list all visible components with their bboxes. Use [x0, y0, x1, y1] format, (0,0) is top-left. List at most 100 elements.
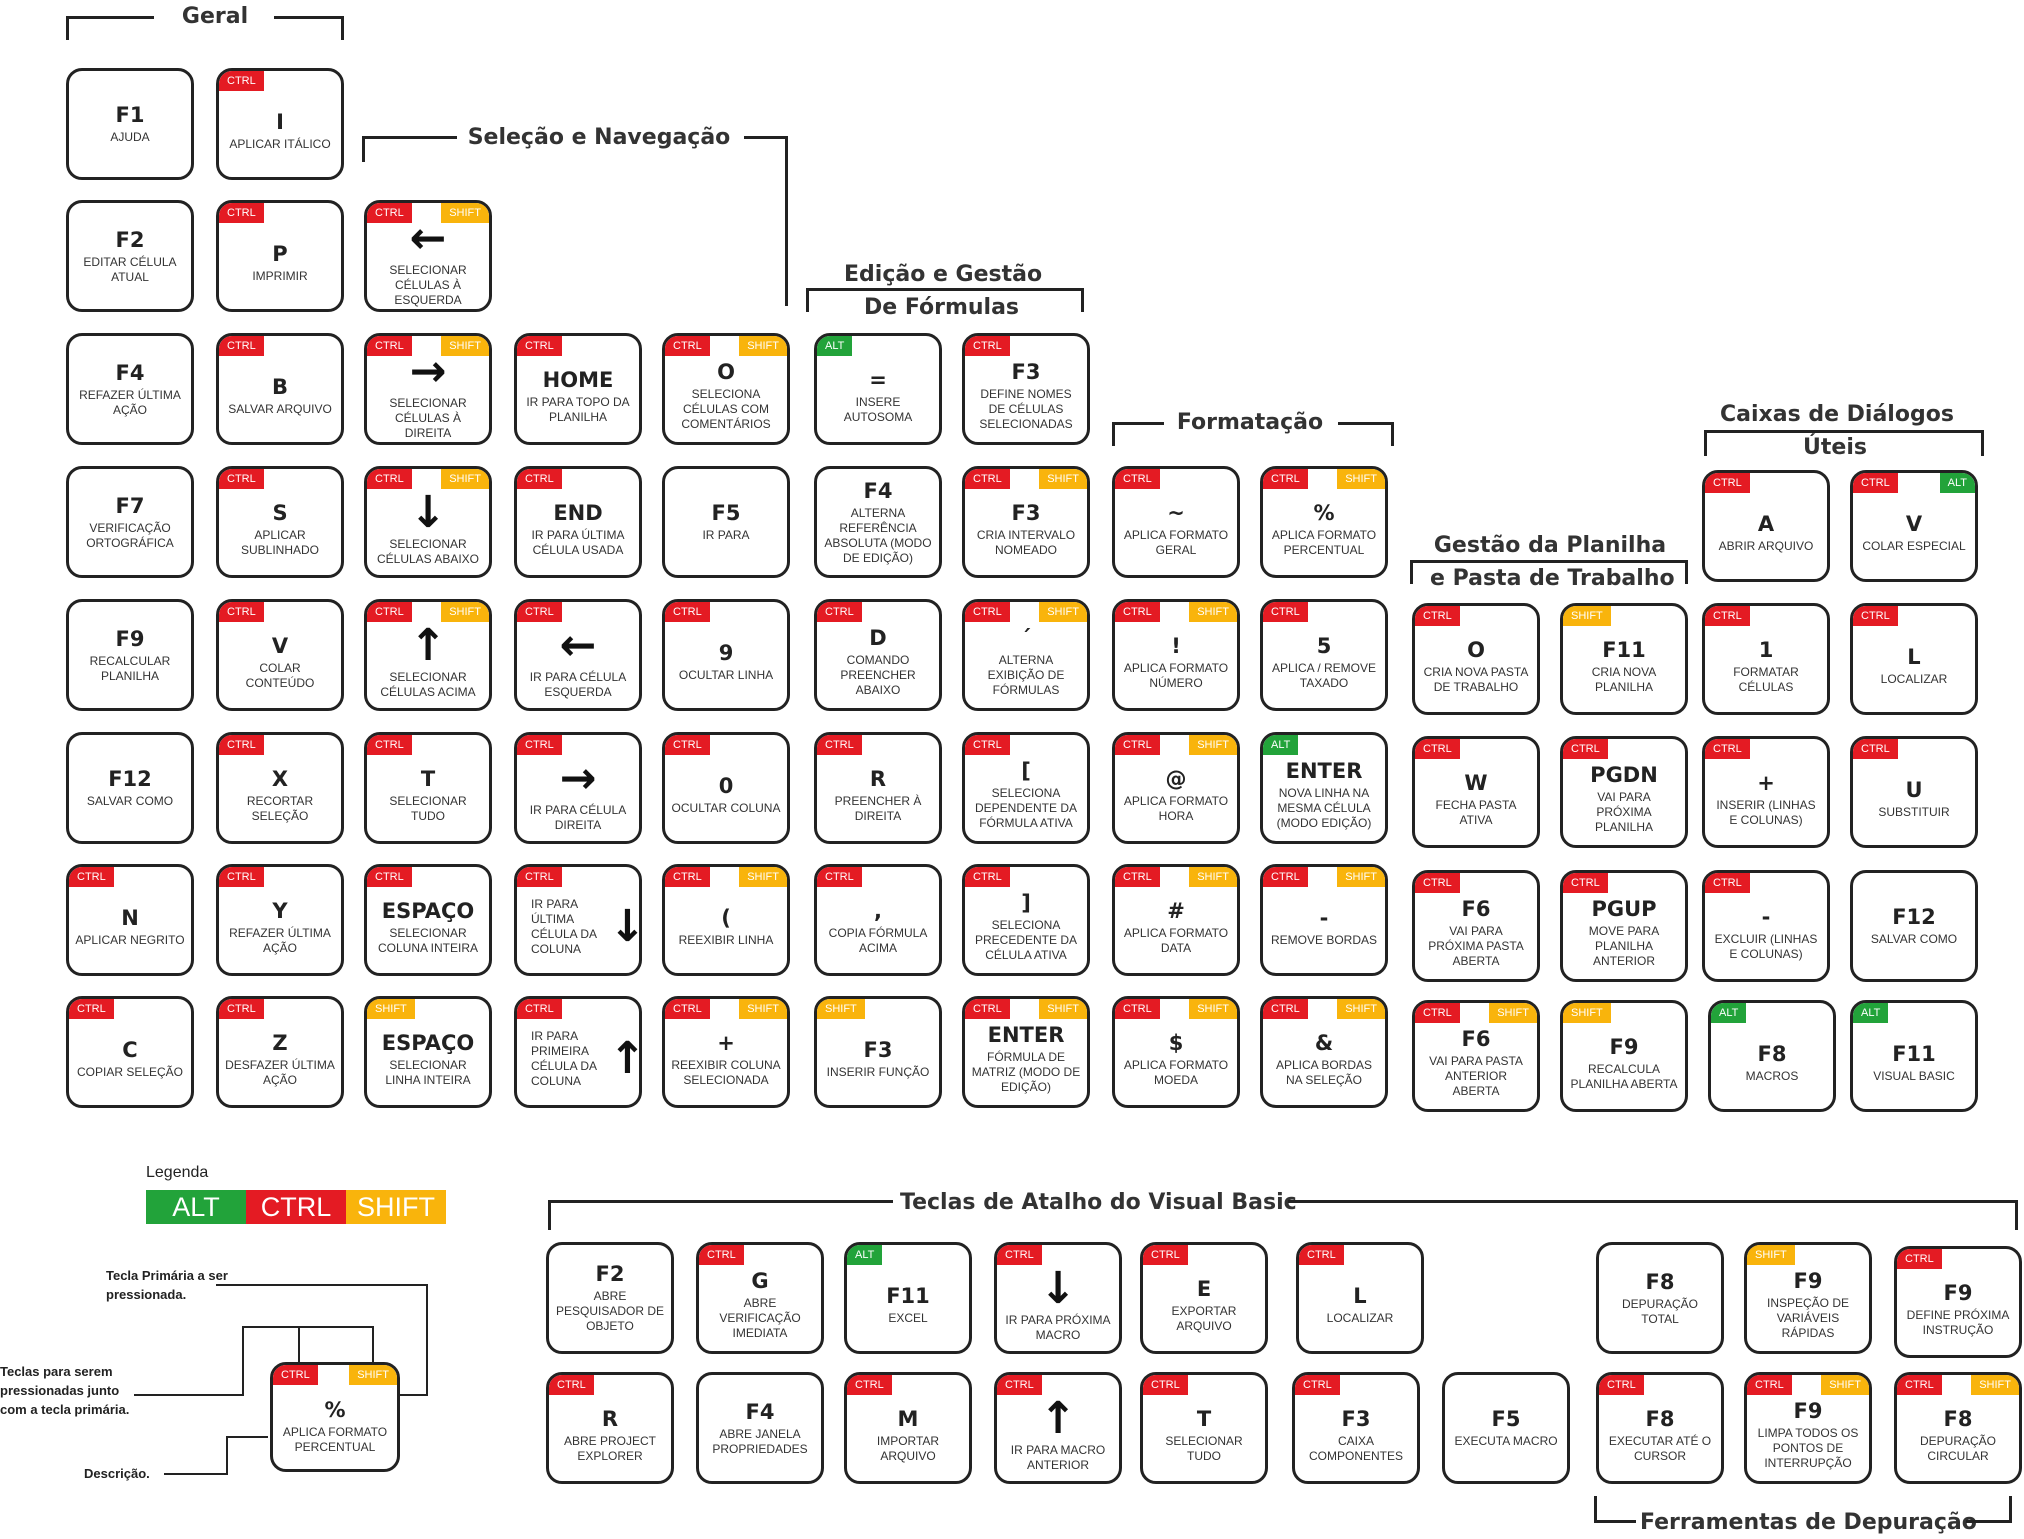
alt-tag: ALT — [1263, 735, 1299, 755]
shortcut-key: CTRL T Selecionar Tudo — [364, 732, 492, 844]
key-description: Selecionar Células à Direita — [389, 396, 467, 440]
key-label: L — [1907, 645, 1921, 669]
key-label: F3 — [1011, 500, 1041, 525]
ctrl-tag: CTRL — [997, 1375, 1042, 1395]
bracket-line — [1981, 430, 1984, 456]
shift-tag: SHIFT — [1189, 735, 1237, 755]
ctrl-tag: CTRL — [219, 867, 264, 887]
ctrl-tag: CTRL — [517, 469, 562, 489]
shortcut-key: F5 Ir para — [662, 466, 790, 578]
leader-line — [134, 1394, 244, 1396]
shortcut-key: F9 Recalcular Planilha — [66, 599, 194, 711]
shortcut-key: CTRL G Abre Verificação Imediata — [696, 1242, 824, 1354]
ctrl-tag: CTRL — [965, 469, 1010, 489]
shortcut-key: CTRL SHIFT + Reexibir Coluna Selecionada — [662, 996, 790, 1108]
ctrl-tag: CTRL — [699, 1245, 744, 1265]
ctrl-tag: CTRL — [1143, 1375, 1188, 1395]
key-description: Editar Célula Atual — [83, 254, 177, 284]
ctrl-tag: CTRL — [665, 999, 710, 1019]
shortcut-key: CTRL ↑ Ir para Macro Anterior — [994, 1372, 1122, 1484]
ctrl-tag: CTRL — [219, 71, 264, 91]
key-description: Nova Linha na Mesma Célula (Modo Edição) — [1276, 786, 1372, 830]
key-label: F6 — [1461, 897, 1491, 921]
ctrl-tag: CTRL — [367, 867, 412, 887]
key-description: Executa Macro — [1454, 1434, 1558, 1448]
shortcut-key: SHIFT ESPAÇO Selecionar Linha Inteira — [364, 996, 492, 1108]
shortcut-key: CTRL Y Refazer Última Ação — [216, 864, 344, 976]
shortcut-key: CTRL] Seleciona Precedente da Célula Ativ… — [962, 864, 1090, 976]
key-label: F3 — [863, 1038, 893, 1062]
shortcut-key: F12 Salvar como — [66, 732, 194, 844]
ctrl-tag: CTRL — [817, 735, 862, 755]
key-label: ( — [721, 906, 731, 930]
ctrl-tag: CTRL — [219, 336, 264, 356]
key-description: Preencher à Direita — [834, 793, 922, 823]
key-label: @ — [1165, 766, 1187, 791]
bracket-line — [548, 1200, 551, 1230]
bracket-line — [744, 136, 788, 139]
leader-line — [226, 1436, 268, 1438]
shortcut-key: SHIFT F3 Inserir Função — [814, 996, 942, 1108]
bracket-line — [1966, 1520, 2012, 1523]
key-description: Cria Nova Pasta de Trabalho — [1423, 664, 1529, 694]
ctrl-tag: CTRL — [847, 1375, 892, 1395]
shortcut-key: CTRL Z Desfazer Última Ação — [216, 996, 344, 1108]
bracket-line — [274, 16, 344, 19]
ctrl-tag: CTRL — [665, 867, 710, 887]
key-description: Aplica Formato Percentual — [1271, 527, 1377, 557]
legend-example-key-label: % — [324, 1397, 346, 1422]
section-vb-title: Teclas de Atalho do Visual Basic — [900, 1190, 1297, 1215]
shift-tag: SHIFT — [739, 336, 787, 356]
ctrl-tag: CTRL — [517, 867, 562, 887]
ctrl-tag: CTRL — [1415, 1003, 1460, 1023]
arrow-up-icon: ↑ — [1039, 1392, 1077, 1444]
bracket-line — [2015, 1200, 2018, 1230]
shortcut-key: CTRL F8 Executar até o Cursor — [1596, 1372, 1724, 1484]
shortcut-key: CTRL SHIFT & Aplica Bordas na Seleção — [1260, 996, 1388, 1108]
shift-tag: SHIFT — [739, 867, 787, 887]
key-description: Desfazer Última Ação — [225, 1057, 335, 1087]
key-description: Comando Preencher Abaixo — [840, 653, 916, 697]
shortcut-key: CTRL SHIFT F9 Limpa Todos os Pontos de Inte… — [1744, 1372, 1872, 1484]
key-description: Colar Especial — [1862, 539, 1966, 553]
ctrl-tag: CTRL — [367, 469, 412, 489]
shift-tag: SHIFT — [739, 999, 787, 1019]
arrow-down-icon: ↓ — [1039, 1262, 1077, 1314]
shortcut-key: CTRL SHIFT → Selecionar Células à Direita — [364, 333, 492, 445]
key-label: V — [271, 633, 289, 658]
key-label: O — [1467, 637, 1485, 662]
shortcut-key: F5 Executa Macro — [1442, 1372, 1570, 1484]
key-label: F8 — [1645, 1406, 1675, 1431]
key-label: F11 — [1602, 637, 1646, 662]
bracket-line — [1594, 1496, 1597, 1523]
shift-tag: SHIFT — [1039, 999, 1087, 1019]
key-description: Aplicar Negrito — [75, 933, 185, 947]
shortcut-key: CTRL SHIFT F3 Cria Intervalo Nomeado — [962, 466, 1090, 578]
key-label: F5 — [711, 501, 741, 525]
shortcut-key: CTRL, Copia Fórmula Acima — [814, 864, 942, 976]
key-description: Inspeção de Variáveis Rápidas — [1766, 1296, 1850, 1340]
ctrl-tag: CTRL — [219, 469, 264, 489]
key-label: & — [1314, 1030, 1334, 1055]
ctrl-tag: CTRL — [965, 867, 1010, 887]
key-label: - — [1319, 906, 1329, 930]
key-description: Inserir Função — [826, 1065, 930, 1079]
key-description: Seleciona Precedente da Célula Ativa — [974, 918, 1078, 962]
arrow-down-icon: ↓ — [409, 486, 447, 538]
bracket-line — [1338, 422, 1394, 425]
key-description: Fecha Pasta Ativa — [1435, 797, 1517, 827]
key-label: F11 — [886, 1284, 930, 1308]
shift-tag: SHIFT — [1337, 469, 1385, 489]
shortcut-key: ALT F11 Excel — [844, 1242, 972, 1354]
ctrl-tag: CTRL — [69, 867, 114, 887]
key-description: Ir para Célula Direita — [529, 802, 627, 832]
key-description: Selecionar Células Acima — [380, 669, 476, 699]
shortcut-key: CTRL HOME Ir para topo da planilha — [514, 333, 642, 445]
alt-tag: ALT — [847, 1245, 883, 1265]
ctrl-tag: CTRL — [367, 336, 412, 356]
ctrl-tag: CTRL — [219, 602, 264, 622]
bracket-line — [1288, 1200, 2018, 1203]
shortcut-key: ALT ENTER Nova Linha na Mesma Célula (Modo… — [1260, 732, 1388, 844]
shift-tag: SHIFT — [1337, 999, 1385, 1019]
shortcut-key: CTRL ESPAÇO Selecionar Coluna Inteira — [364, 864, 492, 976]
